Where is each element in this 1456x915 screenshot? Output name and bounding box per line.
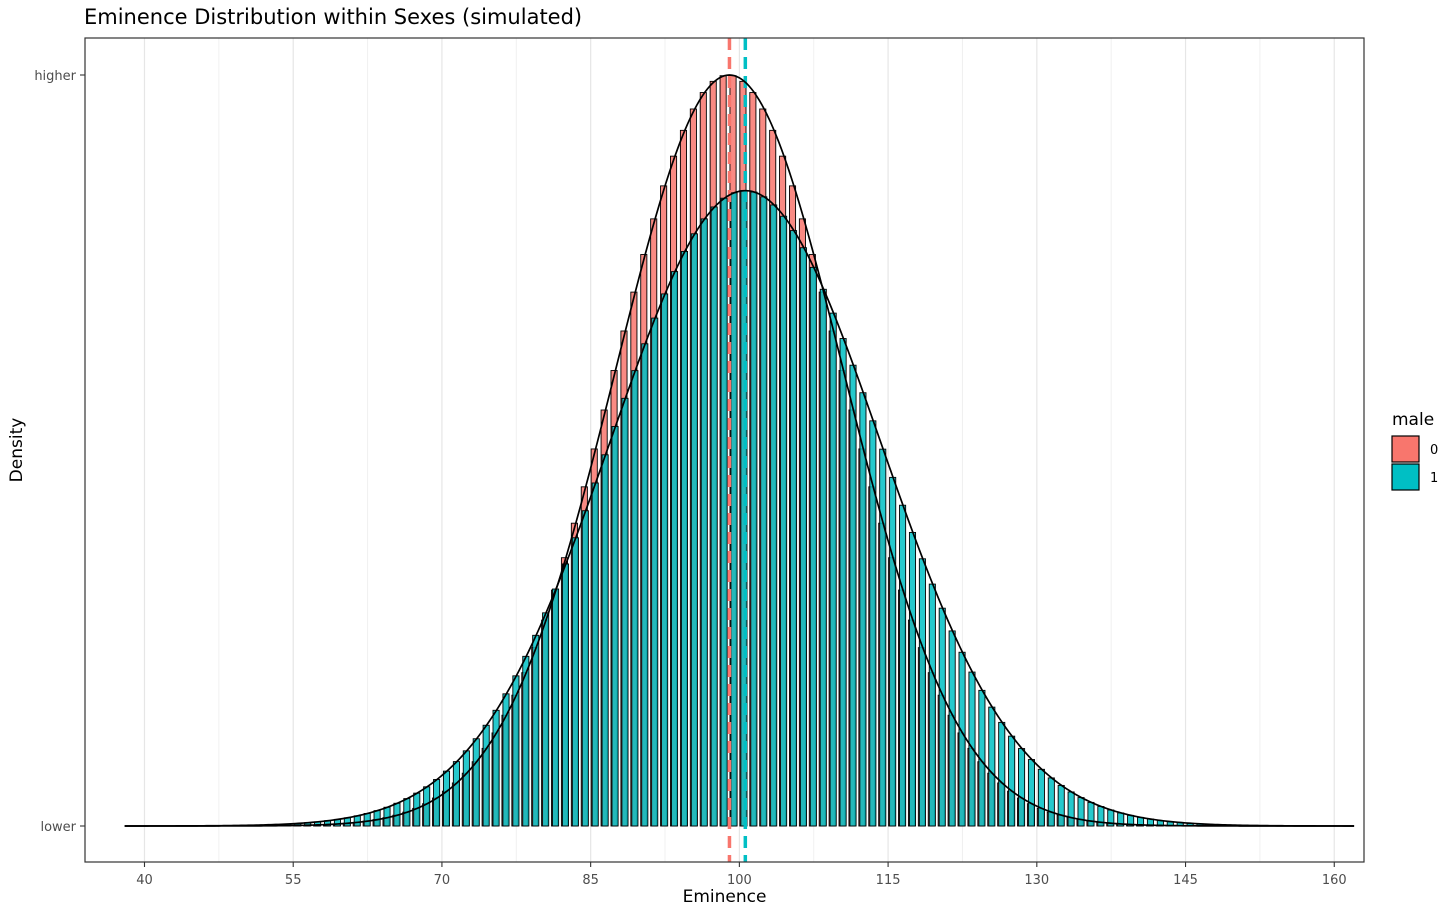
bar-series-1	[492, 709, 500, 827]
bar-series-1	[651, 317, 659, 827]
bar-series-1	[899, 504, 907, 827]
bar-series-1	[1067, 791, 1075, 827]
bar-series-1	[631, 370, 639, 827]
x-tick-label: 55	[285, 873, 302, 888]
bar-series-1	[839, 338, 847, 827]
legend-title: male	[1392, 410, 1434, 430]
x-tick-label: 160	[1322, 873, 1347, 888]
bar-series-1	[819, 288, 827, 827]
bar-series-1	[829, 312, 837, 827]
bar-series-1	[869, 420, 877, 827]
bar-series-1	[1077, 797, 1085, 827]
bar-series-1	[363, 812, 371, 827]
bar-series-1	[581, 510, 589, 827]
bar-series-1	[938, 607, 946, 827]
x-tick-label: 145	[1173, 873, 1198, 888]
bar-series-1	[661, 293, 669, 827]
bar-series-1	[928, 583, 936, 827]
bar-series-1	[998, 721, 1006, 827]
bar-series-1	[730, 192, 738, 827]
bar-series-1	[353, 815, 361, 827]
bar-series-1	[958, 651, 966, 827]
bar-series-1	[948, 630, 956, 827]
bar-series-1	[482, 724, 490, 827]
bar-series-1	[770, 204, 778, 827]
bar-series-1	[690, 233, 698, 827]
mean-lines	[727, 38, 748, 862]
x-axis-title: Eminence	[683, 887, 767, 907]
bar-series-1	[552, 588, 560, 827]
x-tick-label: 85	[582, 873, 599, 888]
bar-series-1	[908, 531, 917, 827]
legend-label-series-0: 0	[1430, 443, 1438, 458]
bar-series-1	[621, 397, 629, 827]
bar-series-1	[1037, 768, 1045, 827]
histogram-bars	[214, 75, 1273, 827]
bar-series-1	[799, 247, 807, 827]
bar-series-1	[760, 196, 768, 827]
bar-series-1	[1008, 735, 1016, 827]
bar-series-1	[750, 191, 758, 827]
bar-series-1	[423, 786, 431, 827]
bar-series-1	[988, 706, 996, 827]
bar-series-1	[433, 779, 441, 827]
bar-series-1	[780, 215, 788, 827]
bar-series-1	[1057, 784, 1065, 827]
bar-series-1	[542, 612, 550, 827]
y-tick-label: lower	[40, 820, 76, 835]
chart-title: Eminence Distribution within Sexes (simu…	[84, 5, 582, 29]
bar-series-1	[452, 761, 460, 827]
y-axis-title: Density	[7, 418, 27, 483]
x-tick-label: 115	[876, 873, 901, 888]
bar-series-1	[680, 251, 688, 827]
bar-series-1	[591, 482, 599, 827]
bar-series-1	[641, 343, 649, 827]
bar-series-1	[1047, 777, 1055, 827]
bar-series-1	[671, 271, 679, 827]
y-tick-label: higher	[34, 69, 76, 84]
bar-series-1	[532, 634, 540, 827]
bar-series-1	[373, 810, 381, 827]
x-tick-label: 40	[136, 873, 153, 888]
bar-series-1	[918, 558, 926, 827]
bar-series-1	[561, 563, 570, 827]
bar-series-1	[472, 738, 480, 827]
x-axis-ticks: 40 55 70 85 100 115 130 145 160	[136, 862, 1347, 888]
bar-series-1	[849, 364, 857, 827]
bar-series-1	[809, 266, 817, 827]
x-tick-label: 100	[727, 873, 752, 888]
bar-series-1	[720, 197, 728, 827]
grid-lines	[143, 38, 1335, 862]
x-tick-label: 70	[434, 873, 451, 888]
density-curve-series-0	[124, 74, 1355, 827]
x-tick-label: 130	[1024, 873, 1049, 888]
bar-series-1	[571, 537, 579, 827]
legend-key-series-0	[1391, 435, 1420, 463]
bar-series-1	[879, 448, 887, 827]
legend: male 0 1	[1391, 410, 1438, 491]
bar-series-1	[1087, 801, 1095, 827]
bar-series-1	[1027, 759, 1035, 827]
bar-series-1	[522, 655, 530, 827]
bar-series-1	[1018, 748, 1026, 827]
bar-series-1	[462, 750, 470, 827]
plot-panel-border	[84, 37, 1365, 863]
legend-key-series-1	[1391, 463, 1420, 491]
bar-series-1	[710, 206, 718, 827]
bar-series-1	[512, 675, 520, 827]
bar-series-1	[889, 476, 897, 827]
bar-series-1	[601, 454, 609, 827]
density-curve-series-1	[124, 189, 1355, 827]
bar-series-1	[789, 230, 798, 827]
density-curves	[124, 74, 1355, 827]
bar-series-1	[611, 426, 619, 827]
y-axis-ticks: higher lower	[34, 69, 85, 835]
bar-series-1	[442, 770, 451, 827]
bar-series-1	[700, 218, 708, 827]
legend-label-series-1: 1	[1430, 471, 1438, 486]
